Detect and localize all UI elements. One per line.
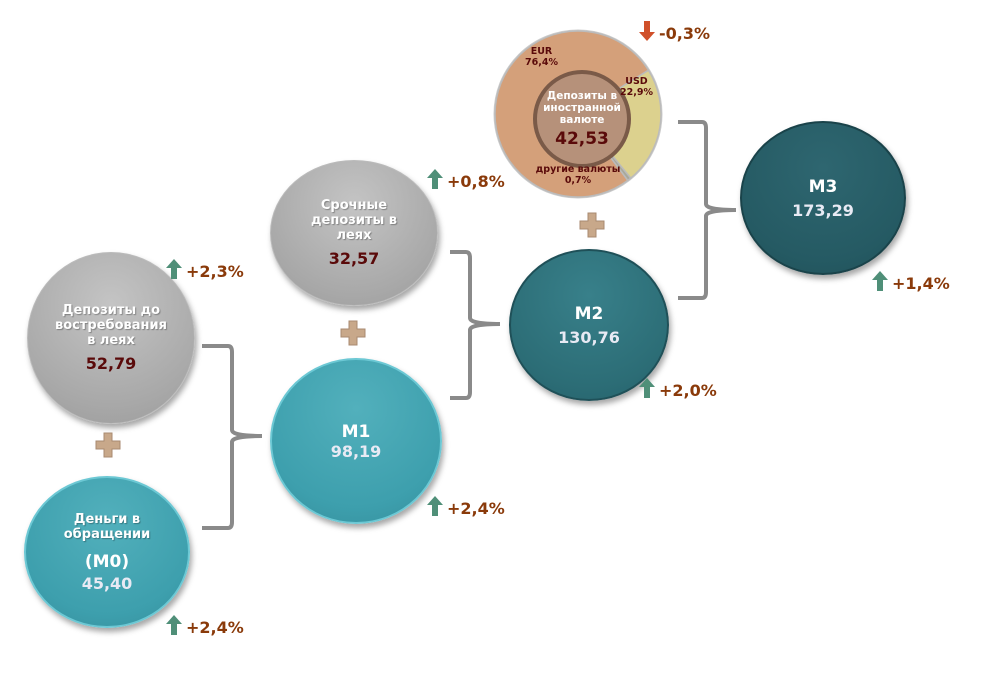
change-m2: +2,0% <box>638 377 717 403</box>
node-m1: M1 98,19 <box>270 358 442 524</box>
arrow-up-icon <box>638 377 656 403</box>
node-value: 98,19 <box>330 441 382 461</box>
arrow-down-icon <box>638 20 656 46</box>
node-value: 52,79 <box>85 354 137 373</box>
change-m3: +1,4% <box>871 270 950 296</box>
change-m1: +2,4% <box>426 495 505 521</box>
node-m3: M3 173,29 <box>740 121 906 275</box>
node-label: M2 <box>574 303 604 324</box>
bracket-m2 <box>450 250 501 400</box>
plus-icon <box>579 212 605 238</box>
change-fx: -0,3% <box>638 20 710 46</box>
node-label: M3 <box>808 176 838 197</box>
bracket-m1 <box>202 344 263 530</box>
change-demand: +2,3% <box>165 258 244 284</box>
node-value: 45,40 <box>81 573 133 593</box>
fx-value: 42,53 <box>555 128 609 149</box>
arrow-up-icon <box>165 614 183 640</box>
slice-label-eur: EUR 76,4% <box>525 46 558 68</box>
node-value: 32,57 <box>328 249 380 268</box>
arrow-up-icon <box>165 258 183 284</box>
fx-label: Депозиты в иностранной валюте <box>543 89 621 126</box>
slice-label-other: другие валюты 0,7% <box>535 164 621 186</box>
node-time-deposits: Срочные депозиты в леях 32,57 <box>270 160 438 306</box>
node-label: Депозиты до востребования в леях <box>55 303 167 348</box>
arrow-up-icon <box>426 168 444 194</box>
arrow-up-icon <box>426 495 444 521</box>
node-m0: Деньги в обращении (M0) 45,40 <box>24 476 190 628</box>
plus-icon <box>340 320 366 346</box>
node-value: 130,76 <box>558 327 620 347</box>
plus-icon <box>95 432 121 458</box>
bracket-m3 <box>678 120 737 300</box>
node-label: Срочные депозиты в леях <box>311 198 397 243</box>
node-value: 173,29 <box>792 200 854 220</box>
node-label: Деньги в обращении <box>63 511 151 542</box>
slice-label-usd: USD 22,9% <box>620 76 653 98</box>
change-m0: +2,4% <box>165 614 244 640</box>
arrow-up-icon <box>871 270 889 296</box>
fx-center: Депозиты в иностранной валюте 42,53 <box>533 70 631 168</box>
node-demand-deposits: Депозиты до востребования в леях 52,79 <box>27 252 195 424</box>
node-label: M1 <box>341 421 371 442</box>
node-code: (M0) <box>84 551 130 572</box>
node-m2: M2 130,76 <box>509 249 669 401</box>
change-time: +0,8% <box>426 168 505 194</box>
